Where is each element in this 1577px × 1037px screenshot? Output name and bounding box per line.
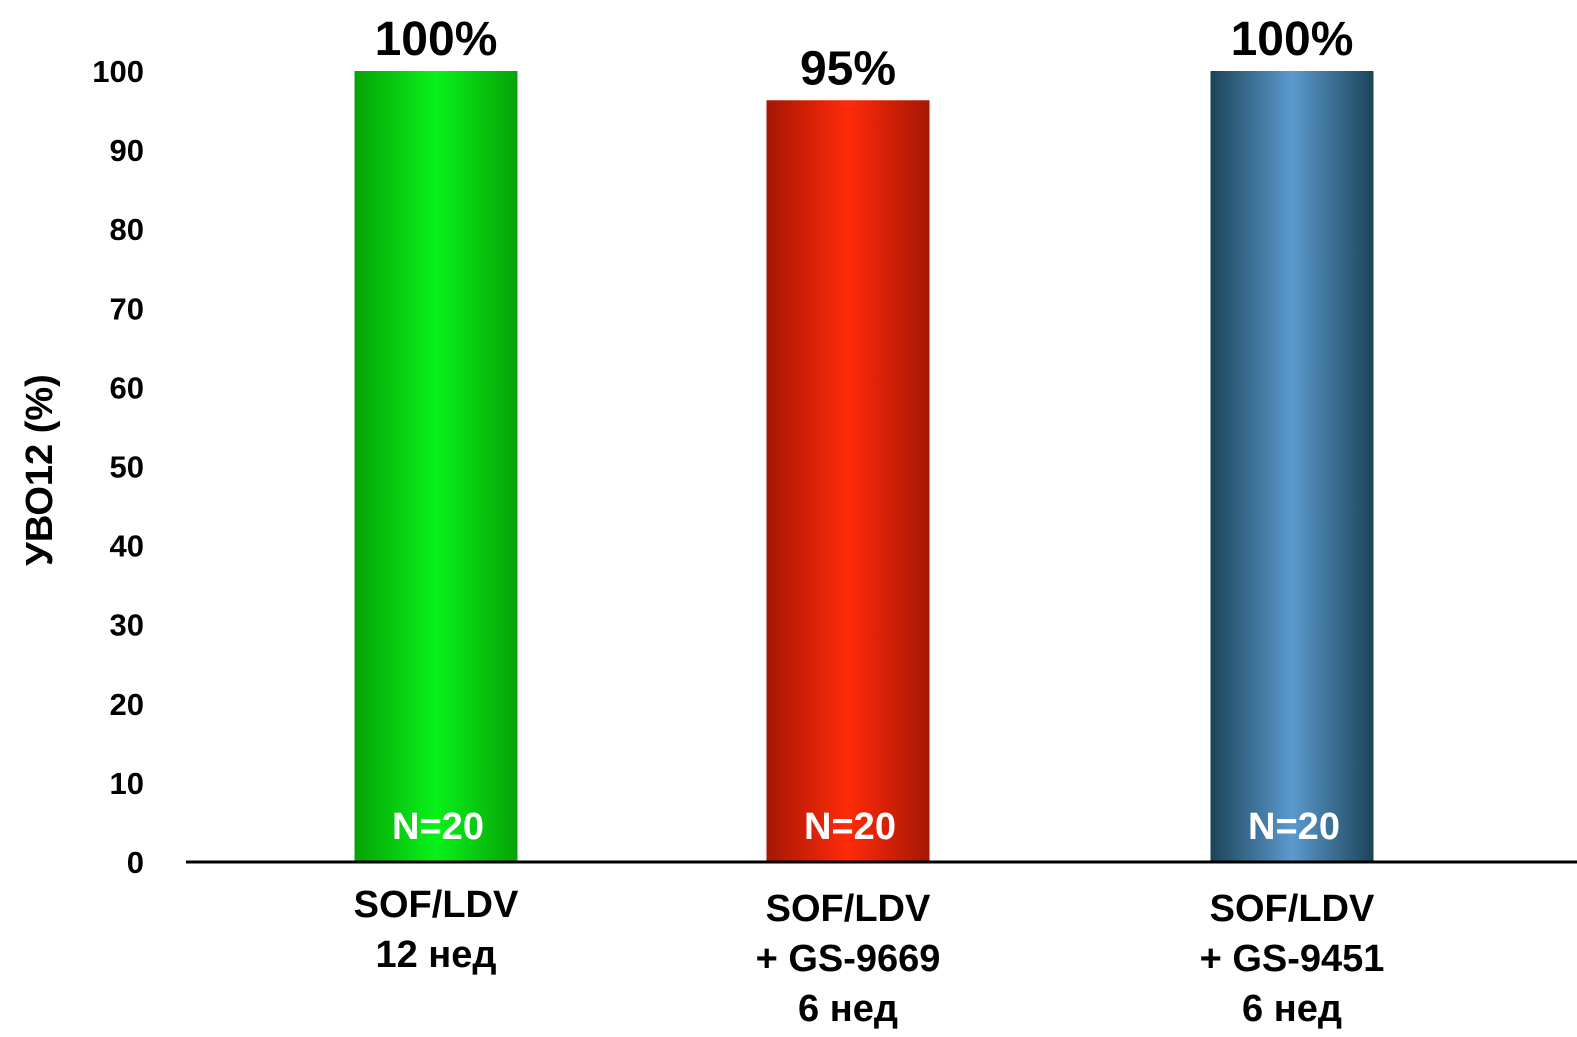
y-axis-ticks: 0 10 20 30 40 50 60 70 80 90 100	[92, 54, 144, 880]
x-category-label: 6 нед	[798, 988, 898, 1030]
x-category-label: SOF/LDV	[354, 884, 519, 926]
y-tick-label: 0	[127, 845, 144, 880]
bar-n-label: N=20	[392, 806, 484, 848]
bar-value-label: 95%	[800, 42, 896, 95]
x-category-label: + GS-9451	[1200, 938, 1385, 980]
y-tick-label: 100	[92, 54, 144, 89]
x-category-label: 12 нед	[375, 934, 496, 976]
bar-n-label: N=20	[1248, 806, 1340, 848]
y-tick-label: 20	[110, 687, 144, 722]
y-axis-label: УВО12 (%)	[19, 374, 61, 566]
y-tick-label: 70	[110, 291, 144, 326]
bar	[354, 71, 518, 862]
y-tick-label: 60	[110, 370, 144, 405]
bar-value-label: 100%	[1231, 13, 1354, 66]
y-tick-label: 30	[110, 608, 144, 643]
bars: 100% N=20 95% N=20 100% N=20	[354, 13, 1374, 863]
x-category-label: 6 нед	[1242, 988, 1342, 1030]
y-tick-label: 10	[110, 766, 144, 801]
y-tick-label: 90	[110, 133, 144, 168]
y-tick-label: 80	[110, 212, 144, 247]
y-tick-label: 50	[110, 450, 144, 485]
x-category-label: SOF/LDV	[1210, 888, 1375, 930]
bar	[1210, 71, 1374, 862]
bar-value-label: 100%	[375, 13, 498, 66]
bar	[766, 100, 930, 863]
x-category-label: + GS-9669	[756, 938, 941, 980]
bar-n-label: N=20	[804, 806, 896, 848]
y-tick-label: 40	[110, 529, 144, 564]
x-axis-labels: SOF/LDV 12 нед SOF/LDV + GS-9669 6 нед SOF/LD…	[354, 884, 1385, 1030]
x-category-label: SOF/LDV	[766, 888, 931, 930]
